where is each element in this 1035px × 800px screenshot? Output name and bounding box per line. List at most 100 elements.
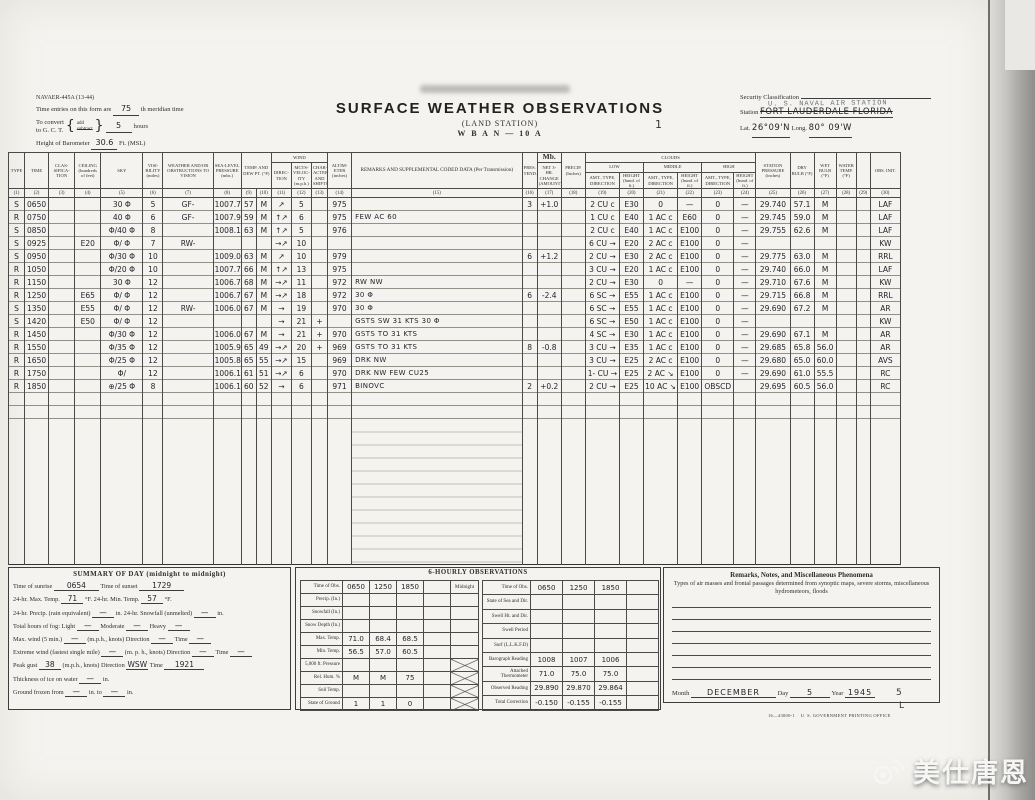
obs-cell: 57: [240, 197, 257, 211]
page-title: SURFACE WEATHER OBSERVATIONS: [335, 100, 665, 117]
empty-cell: [618, 405, 645, 419]
empty-row: [7, 405, 902, 419]
empty-cell: [310, 405, 329, 419]
value-cell: [423, 671, 451, 685]
crossed-cell: [450, 658, 479, 672]
empty-cell: [584, 392, 620, 406]
obs-cell: [48, 301, 76, 315]
col-net-change: NET 3-HR. CHANGE (AMOUNT): [536, 161, 562, 190]
obs-cell: [351, 236, 523, 250]
obs-cell: [255, 236, 272, 250]
scan-edge-line: [988, 0, 990, 800]
fog-moderate-value: —: [126, 621, 149, 631]
form-header-left: NAVAER-445A (13-44) Time entries on this…: [36, 94, 184, 150]
group-low: LOW: [584, 161, 645, 173]
blank-rule: [672, 668, 931, 680]
obs-cell: 60.0: [813, 353, 837, 367]
obs-cell: E100: [677, 379, 703, 393]
observations-body: S 0650 30 Φ 5 GF- 1007.7 57 M ↗ 5 975 3 +1.0 2 CU c E3…: [7, 197, 902, 565]
obs-cell: M: [255, 197, 272, 211]
observations-table: TYPE TIME CLAS-SIFICA-TION CEILING (hund…: [7, 151, 902, 566]
value-cell: 68.4: [369, 632, 397, 646]
open-cell: [326, 418, 353, 565]
obs-cell: [835, 210, 857, 224]
row-label: Min. Temp.: [300, 645, 343, 659]
obs-cell: 63: [240, 249, 257, 263]
value-cell: 75.0: [594, 666, 627, 682]
remarks-title: Remarks, Notes, and Miscellaneous Phenom…: [730, 571, 873, 579]
obs-cell: 29.775: [755, 249, 791, 263]
open-cell: [755, 418, 791, 565]
obs-cell: [789, 236, 815, 250]
obs-cell: M: [813, 197, 837, 211]
obs-cell: E100: [677, 236, 703, 250]
obs-cell: [310, 262, 329, 276]
sunrise-value: 0654: [53, 581, 99, 592]
obs-cell: 1009.0: [212, 249, 242, 263]
obs-cell: E50: [74, 314, 102, 328]
obs-cell: GF-: [162, 210, 214, 224]
obs-cell: 30 Φ: [351, 288, 523, 302]
obs-cell: 2 CU c: [584, 223, 620, 237]
obs-cell: E30: [618, 197, 645, 211]
obs-cell: [310, 249, 329, 263]
obs-cell: GSTS TO 31 KTS: [351, 340, 523, 354]
obs-cell: 21: [290, 314, 312, 328]
empty-row: [7, 392, 902, 406]
open-cell: [789, 418, 815, 565]
obs-cell: [212, 236, 242, 250]
empty-cell: [755, 392, 791, 406]
midnight-cell: [450, 632, 479, 646]
obs-cell: 1450: [24, 327, 50, 341]
value-cell: 1850: [594, 579, 627, 596]
obs-cell: [48, 327, 76, 341]
obs-cell: 1 AC c: [643, 314, 679, 328]
paper-sheet: NAVAER-445A (13-44) Time entries on this…: [0, 0, 992, 800]
obs-cell: 2 AC c: [643, 353, 679, 367]
obs-cell: [813, 236, 837, 250]
value-cell: 0: [396, 697, 424, 711]
obs-cell: 1006.7: [212, 288, 242, 302]
obs-cell: 1006.1: [212, 379, 242, 393]
obs-cell: 59: [240, 210, 257, 224]
value-cell: 60.5: [396, 645, 424, 659]
obs-row: S 0950 Φ/30 Φ 10 1009.0 63 M ↗ 10 979 6 +1.2 2 CU → E…: [7, 249, 902, 263]
obs-cell: [855, 379, 871, 393]
obs-cell: R: [7, 327, 26, 341]
obs-cell: 0: [643, 197, 679, 211]
midnight-cell: [450, 606, 479, 620]
station-line: Station FORT LAUDERDALE FLORIDA: [740, 107, 893, 119]
obs-cell: [48, 223, 76, 237]
obs-cell: Φ/ Φ: [100, 236, 144, 250]
obs-cell: [48, 366, 76, 380]
empty-cell: [701, 392, 735, 406]
col-number: (9): [240, 188, 257, 199]
value-cell: 1007: [562, 651, 595, 668]
obs-cell: —: [733, 249, 757, 263]
obs-cell: E40: [618, 210, 645, 224]
frozen-from-value: —: [65, 687, 88, 697]
obs-cell: [855, 236, 871, 250]
obs-cell: [835, 262, 857, 276]
gust-time-value: 1921: [164, 660, 205, 671]
obs-cell: 60.5: [789, 379, 815, 393]
obs-cell: [48, 353, 76, 367]
obs-cell: 975: [326, 210, 353, 224]
obs-cell: [560, 236, 586, 250]
obs-cell: E65: [74, 288, 102, 302]
obs-cell: [74, 340, 102, 354]
value-cell: 1006: [594, 651, 627, 668]
open-cell: [212, 418, 242, 565]
value-cell: 1008: [530, 651, 563, 668]
obs-cell: [521, 223, 538, 237]
obs-cell: —: [733, 314, 757, 328]
obs-cell: [855, 249, 871, 263]
obs-cell: [789, 314, 815, 328]
obs-cell: 67: [240, 301, 257, 315]
obs-cell: 1050: [24, 262, 50, 276]
value-cell: [594, 594, 627, 610]
obs-cell: [48, 236, 76, 250]
remarks-notes-box: Remarks, Notes, and Miscellaneous Phenom…: [663, 567, 940, 703]
six-hourly-right-row: Surf (L.L.K.F.D): [482, 637, 659, 653]
obs-cell: M: [813, 223, 837, 237]
